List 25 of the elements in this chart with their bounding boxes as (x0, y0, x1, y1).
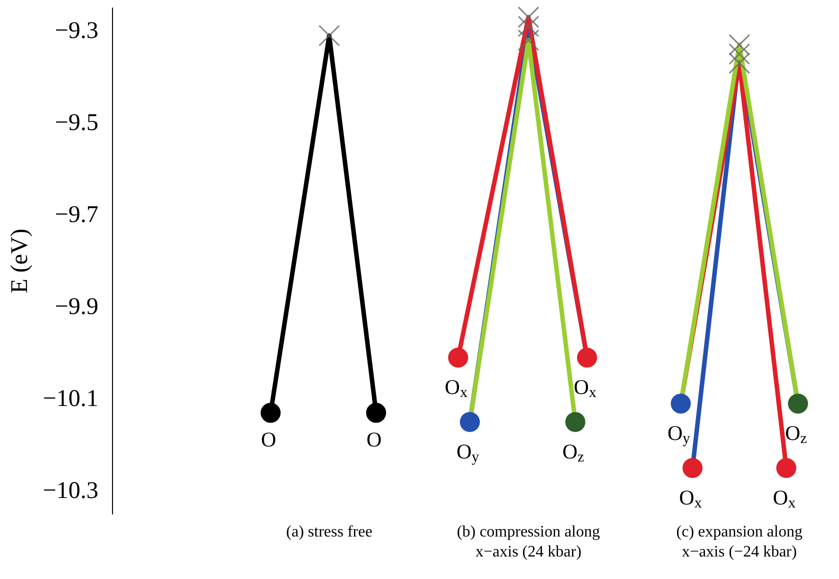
y-tick-label: −9.3 (54, 18, 98, 44)
x-tick-label: (b) compression along x−axis (24 kbar) (456, 524, 600, 560)
point (788, 394, 808, 414)
data-label: O (261, 427, 276, 452)
point (318, 24, 340, 46)
y-tick-label: −9.5 (54, 110, 98, 136)
point (448, 348, 468, 368)
point (577, 348, 598, 368)
y-tick-label: −10.1 (42, 386, 98, 412)
point (670, 394, 691, 414)
y-tick-label: −9.7 (54, 202, 98, 228)
x-tick-label: (a) stress free (286, 524, 372, 540)
data-label: O (366, 427, 382, 452)
point (260, 402, 281, 423)
point (518, 16, 540, 38)
x-tick-label: (c) expansion along x−axis (−24 kbar) (676, 524, 802, 560)
point (460, 412, 480, 432)
point (565, 412, 586, 432)
point (366, 402, 386, 423)
point (728, 43, 750, 65)
point (776, 458, 796, 478)
y-tick-label: −10.3 (42, 478, 98, 504)
y-tick-label: −9.9 (54, 294, 98, 320)
point (682, 458, 703, 478)
y-axis-title: E (eV) (7, 228, 33, 294)
